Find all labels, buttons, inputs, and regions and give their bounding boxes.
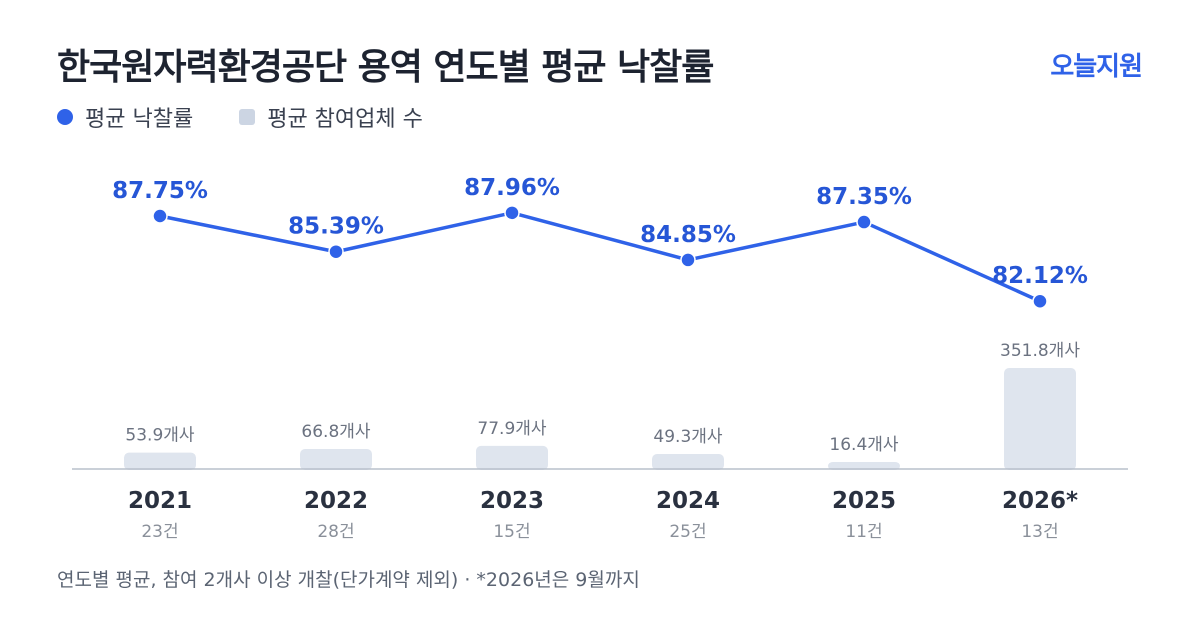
x-tick-year: 2025	[832, 488, 896, 514]
x-tick-year: 2026*	[1002, 488, 1078, 514]
bar-2022	[300, 449, 372, 470]
x-tick-year: 2021	[128, 488, 192, 514]
rate-point-2021	[152, 208, 168, 224]
x-tick-count: 28건	[317, 522, 354, 542]
footnote: 연도별 평균, 참여 2개사 이상 개찰(단가계약 제외) · *2026년은 …	[57, 569, 640, 591]
brand-logo[interactable]: 오늘지원	[1050, 52, 1143, 82]
rate-value-label: 87.75%	[112, 178, 208, 204]
rate-line	[158, 211, 1042, 303]
legend-label-bidders: 평균 참여업체 수	[267, 107, 423, 132]
rate-value-label: 82.12%	[992, 263, 1088, 289]
x-tick-count: 15건	[493, 522, 530, 542]
legend-item-rate: 평균 낙찰률	[57, 101, 193, 133]
chart-title: 한국원자력환경공단 용역 연도별 평균 낙찰률	[57, 47, 714, 88]
bar-value-label: 53.9개사	[125, 426, 194, 446]
x-tick-year: 2023	[480, 488, 544, 514]
rate-value-label: 84.85%	[640, 222, 736, 248]
bar-value-label: 49.3개사	[653, 427, 722, 447]
x-tick-count: 11건	[845, 522, 882, 542]
legend-item-bidders: 평균 참여업체 수	[239, 101, 423, 133]
rate-point-2022	[328, 243, 344, 260]
rate-point-2025	[856, 214, 872, 230]
rate-point-2024	[680, 252, 696, 268]
bar-2024	[652, 453, 724, 470]
bar-2023	[476, 445, 548, 470]
rate-value-label: 85.39%	[288, 214, 384, 240]
bar-2026*	[1004, 368, 1076, 470]
x-tick-year: 2024	[656, 488, 720, 514]
bar-value-label: 16.4개사	[829, 435, 898, 455]
x-axis-labels: 2021 23건 2022 28건 2023 15건 2024 25건 2025 11건 2026*…	[128, 488, 1078, 542]
bar-value-label: 66.8개사	[301, 422, 370, 442]
x-tick-year: 2022	[304, 488, 368, 514]
rate-point-2023	[504, 205, 520, 221]
legend-square-icon	[239, 109, 256, 125]
rate-value-label: 87.96%	[464, 175, 560, 201]
x-tick-count: 23건	[141, 522, 178, 542]
line-series: 87.75% 85.39% 87.96% 84.85% 87.35% 82.12%	[112, 175, 1088, 309]
x-tick-count: 25건	[669, 522, 706, 542]
legend-dot-icon	[57, 109, 73, 125]
chart-legend: 평균 낙찰률 평균 참여업체 수	[57, 101, 469, 133]
rate-point-2026*	[1032, 293, 1048, 309]
legend-label-rate: 평균 낙찰률	[85, 107, 194, 132]
bar-series: 53.9개사 66.8개사 77.9개사 49.3개사 16.4개사 351.8개사	[124, 341, 1080, 470]
bar-value-label: 77.9개사	[477, 419, 546, 439]
x-tick-count: 13건	[1021, 522, 1058, 542]
bar-2021	[124, 452, 196, 470]
bar-value-label: 351.8개사	[1000, 341, 1080, 361]
bar-2025	[828, 462, 900, 470]
rate-value-label: 87.35%	[816, 184, 912, 210]
